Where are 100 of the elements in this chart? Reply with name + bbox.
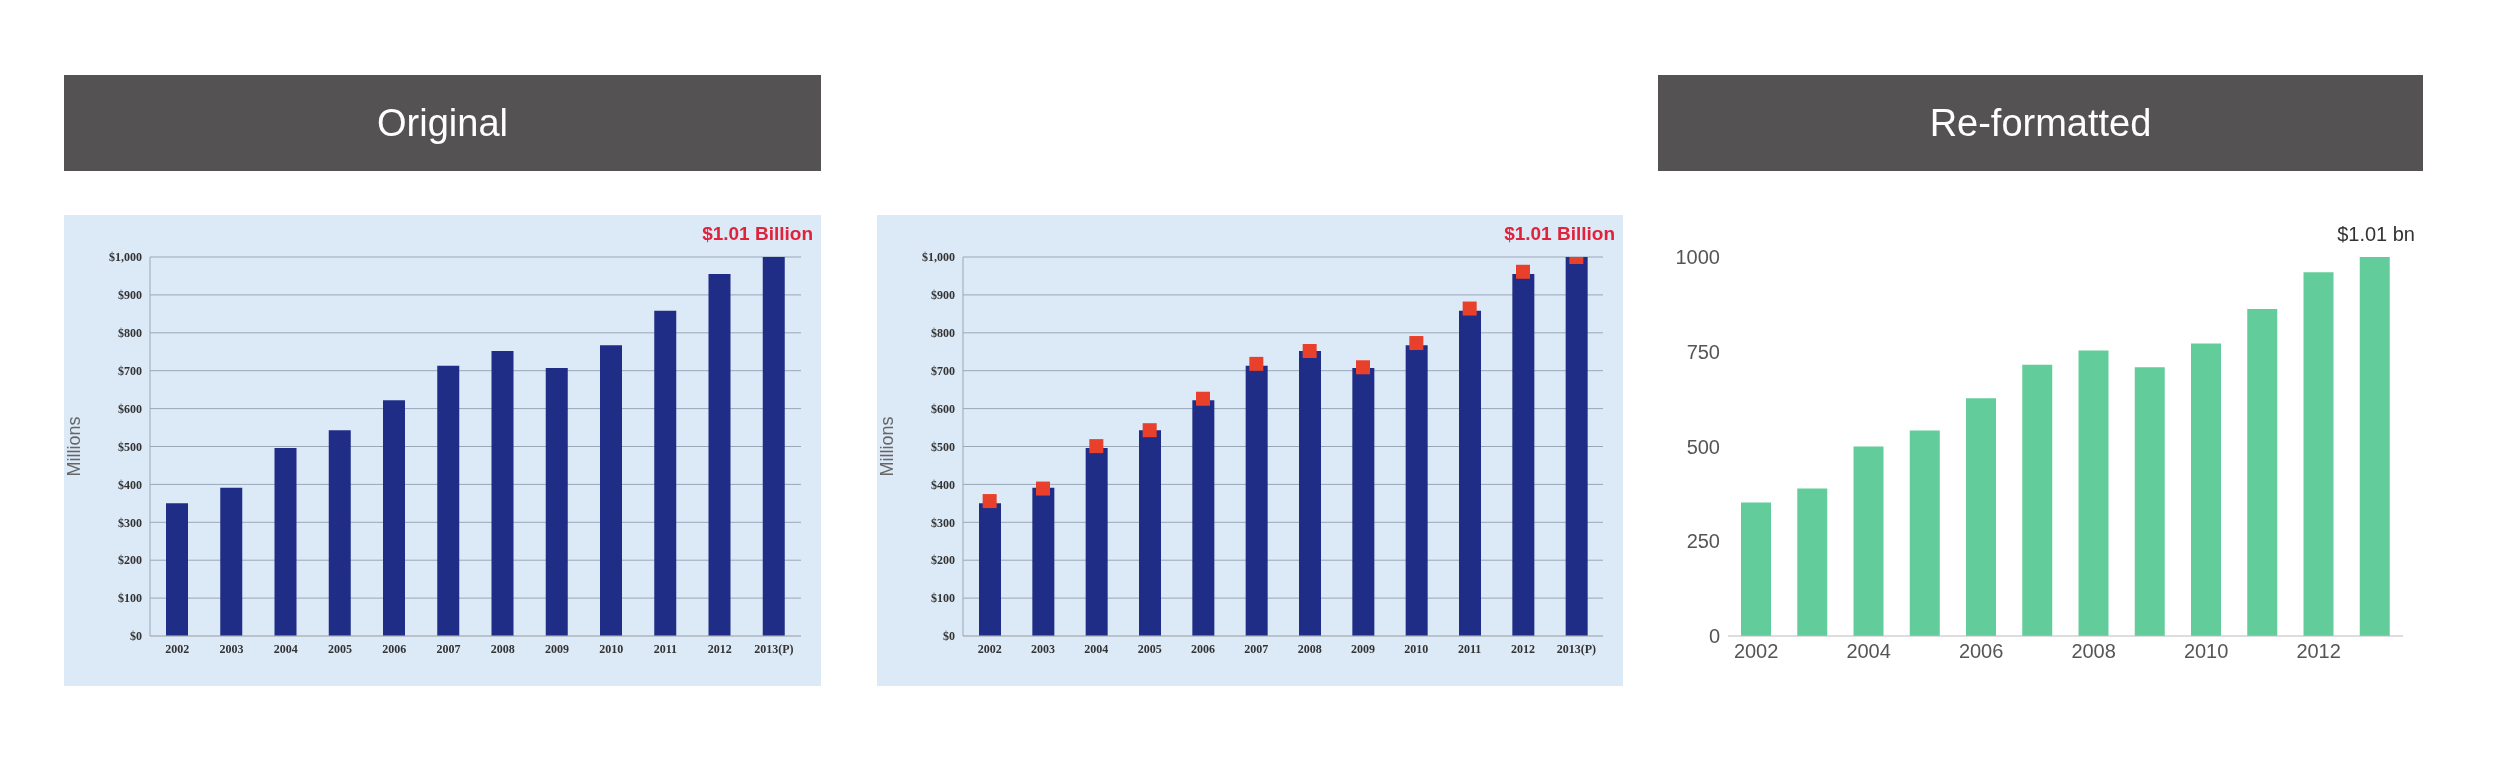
x-tick-label: 2004 — [1084, 641, 1109, 656]
x-tick-label: 2008 — [1297, 641, 1322, 656]
bar — [1459, 310, 1481, 636]
x-tick-label: 2007 — [1244, 641, 1269, 656]
x-tick-label: 2012 — [707, 641, 732, 656]
y-tick-label: $600 — [118, 401, 142, 416]
x-tick-label: 2006 — [1958, 640, 2004, 663]
y-tick-label: $100 — [931, 591, 955, 606]
bar — [383, 400, 405, 636]
y-tick-label: $900 — [118, 288, 142, 303]
bar — [979, 503, 1001, 636]
bar — [1192, 400, 1215, 636]
bar — [1797, 488, 1828, 636]
x-tick-label: 2006 — [382, 641, 407, 656]
bar — [1299, 350, 1321, 636]
bar — [2191, 343, 2221, 636]
x-tick-label: 2012 — [1511, 641, 1535, 656]
x-tick-label: 2013(P) — [1556, 641, 1596, 656]
bar — [708, 274, 731, 636]
y-tick-label: 1000 — [1675, 246, 1720, 269]
x-tick-label: 2010 — [599, 641, 624, 656]
x-tick-label: 2008 — [2071, 640, 2116, 663]
y-tick-label: $600 — [931, 401, 955, 416]
bar — [220, 487, 243, 636]
bar — [1565, 257, 1588, 636]
x-tick-label: 2004 — [273, 641, 298, 656]
point — [1462, 301, 1477, 316]
bar — [1909, 430, 1940, 636]
x-tick-label: 2010 — [2183, 640, 2229, 663]
text: $1.01 bn — [2337, 223, 2415, 246]
bar — [1741, 502, 1771, 636]
point — [1089, 439, 1104, 454]
y-tick-label: 500 — [1686, 435, 1720, 458]
point — [1142, 423, 1157, 438]
x-tick-label: 2010 — [1404, 641, 1429, 656]
x-tick-label: 2007 — [436, 641, 461, 656]
x-tick-label: 2012 — [2296, 640, 2341, 663]
y-tick-label: $800 — [118, 326, 142, 341]
bar — [2359, 257, 2390, 636]
bar — [2134, 367, 2165, 636]
y-tick-label: $200 — [931, 553, 955, 568]
point — [1036, 481, 1050, 496]
text: $1.01 Billion — [1504, 223, 1615, 245]
x-tick-label: 2002 — [977, 641, 1002, 656]
point — [1196, 391, 1210, 406]
x-tick-label: 2008 — [490, 641, 515, 656]
x-tick-label: 2006 — [1191, 641, 1215, 656]
point — [1249, 356, 1264, 371]
bar — [1245, 365, 1268, 636]
bar — [1032, 487, 1055, 636]
y-tick-label: $0 — [130, 629, 142, 644]
y-tick-label: $400 — [931, 477, 955, 492]
y-tick-label: 250 — [1686, 530, 1720, 553]
bar — [1139, 430, 1161, 636]
bar — [328, 430, 351, 636]
y-tick-label: $900 — [931, 288, 955, 303]
x-tick-label: 2003 — [1031, 641, 1055, 656]
x-tick-label: 2004 — [1846, 640, 1891, 663]
bar — [762, 257, 785, 636]
y-axis-title: Millions — [877, 416, 898, 477]
point — [1409, 336, 1424, 351]
y-tick-label: 750 — [1686, 340, 1720, 363]
y-tick-label: $0 — [943, 629, 955, 644]
y-tick-label: $300 — [118, 515, 142, 530]
bar — [2022, 364, 2053, 636]
text: $1.01 Billion — [702, 223, 813, 245]
x-tick-label: 2009 — [544, 641, 569, 656]
y-tick-label: $700 — [931, 363, 955, 378]
bar — [166, 503, 188, 636]
bar — [600, 345, 622, 636]
bar — [2303, 272, 2334, 636]
x-tick-label: 2002 — [165, 641, 190, 656]
bar — [545, 368, 568, 636]
bar — [2247, 308, 2278, 636]
y-tick-label: 0 — [1708, 625, 1720, 648]
y-tick-label: $500 — [931, 439, 955, 454]
y-tick-label: $800 — [931, 326, 955, 341]
x-tick-label: 2005 — [327, 641, 352, 656]
chart-title: Re-formatted — [1929, 101, 2152, 145]
point — [982, 494, 997, 509]
x-tick-label: 2013(P) — [754, 641, 794, 656]
chart-title: Original — [377, 101, 508, 145]
bar — [654, 310, 677, 636]
y-tick-label: $400 — [118, 477, 142, 492]
y-tick-label: $1,000 — [922, 250, 955, 265]
bar — [491, 350, 514, 636]
x-tick-label: 2005 — [1137, 641, 1162, 656]
point — [1356, 360, 1370, 375]
y-tick-label: $700 — [118, 363, 142, 378]
bar — [1966, 398, 1996, 636]
bar — [1853, 446, 1884, 636]
y-axis-title: Millions — [64, 416, 85, 477]
bar — [1512, 274, 1535, 636]
x-tick-label: 2009 — [1351, 641, 1375, 656]
bar — [1405, 345, 1428, 636]
y-tick-label: $100 — [118, 591, 142, 606]
y-tick-label: $200 — [118, 553, 142, 568]
point — [1302, 343, 1317, 358]
x-tick-label: 2011 — [1457, 641, 1482, 656]
bar — [1085, 448, 1108, 636]
